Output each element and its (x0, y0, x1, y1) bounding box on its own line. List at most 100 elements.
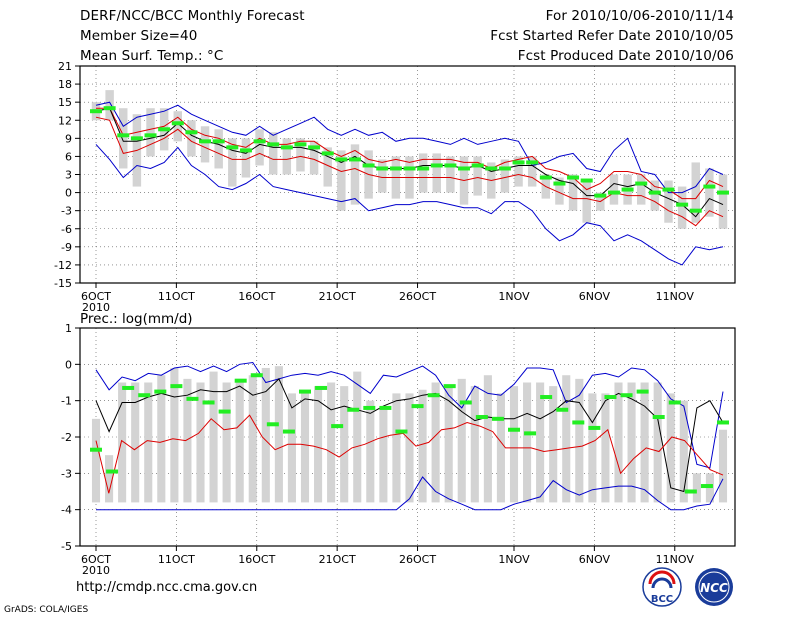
xtick-label-1-0: 6OCT (81, 553, 111, 566)
median-mark-0-34 (553, 181, 566, 186)
median-mark-0-36 (580, 178, 593, 183)
ensemble-box-0-45 (705, 168, 714, 217)
median-mark-1-17 (363, 405, 376, 410)
median-mark-1-27 (524, 431, 537, 436)
source-url[interactable]: http://cmdp.ncc.cma.gov.cn (76, 580, 258, 595)
median-mark-1-29 (556, 407, 569, 412)
median-mark-0-20 (362, 163, 375, 168)
median-mark-1-23 (459, 400, 472, 405)
ensemble-box-0-17 (323, 147, 332, 187)
median-mark-1-11 (266, 422, 279, 427)
ncc-logo-text: NCC (700, 581, 728, 595)
median-mark-1-0 (90, 447, 102, 452)
ytick-label-1-4: -1 (61, 395, 72, 408)
median-mark-0-44 (689, 208, 702, 213)
ytick-label-0-10: 15 (58, 96, 72, 109)
ensemble-box-1-43 (653, 382, 662, 503)
median-mark-0-1 (103, 106, 116, 111)
ytick-label-0-12: 21 (58, 60, 72, 73)
median-mark-0-11 (239, 148, 252, 153)
ncc-logo: NCC (695, 568, 733, 606)
ensemble-box-1-28 (457, 378, 466, 503)
ensemble-box-1-5 (157, 375, 166, 503)
ytick-label-0-7: 6 (65, 150, 72, 163)
ytick-label-1-0: -5 (61, 540, 72, 553)
series-mean-line-1 (95, 378, 724, 493)
median-mark-0-45 (703, 184, 716, 189)
xtick-label-0-6: 6NOV (579, 290, 611, 303)
series-min-line-1 (96, 476, 724, 511)
series-max-line-0 (95, 101, 724, 194)
ensemble-box-1-30 (483, 375, 492, 503)
ensemble-box-1-35 (549, 386, 558, 503)
logos: BCC NCC (642, 567, 733, 607)
ensemble-box-0-7 (187, 120, 196, 157)
median-mark-0-39 (621, 187, 634, 192)
ensemble-box-0-1 (105, 90, 114, 121)
xtick-label-1-6: 6NOV (579, 553, 611, 566)
plot-frame-1 (79, 327, 736, 547)
median-mark-1-35 (652, 415, 665, 420)
ytick-label-1-3: -2 (61, 431, 72, 444)
ensemble-box-0-46 (718, 174, 728, 229)
median-mark-1-39 (717, 420, 729, 425)
ensemble-box-0-30 (500, 159, 510, 193)
median-mark-0-15 (294, 142, 307, 147)
ensemble-box-0-32 (527, 156, 537, 187)
median-mark-0-7 (185, 130, 198, 135)
ytick-label-0-6: 3 (65, 169, 72, 182)
ensemble-box-0-14 (282, 138, 292, 175)
ensemble-box-1-38 (588, 393, 597, 503)
median-mark-0-41 (648, 190, 661, 195)
series-min-line-0 (95, 144, 724, 266)
median-mark-1-19 (395, 429, 408, 434)
ensemble-box-1-31 (496, 393, 505, 503)
xtick-label-0-2: 16OCT (238, 290, 275, 303)
ensemble-box-0-43 (677, 186, 687, 229)
ytick-label-0-1: -12 (54, 259, 72, 272)
ensemble-box-0-42 (664, 180, 673, 223)
ytick-label-0-8: 9 (65, 132, 72, 145)
median-mark-0-16 (308, 145, 321, 150)
ensemble-box-0-38 (609, 174, 619, 205)
median-mark-0-30 (498, 166, 511, 171)
median-mark-0-4 (144, 133, 157, 138)
ensemble-box-0-16 (309, 141, 319, 175)
median-mark-1-4 (154, 389, 167, 394)
ensemble-box-0-36 (582, 180, 591, 223)
xtick-label-1-7: 11NOV (656, 553, 695, 566)
ytick-label-0-3: -6 (61, 223, 72, 236)
ytick-label-0-4: -3 (61, 205, 72, 218)
ensemble-box-1-40 (614, 382, 623, 503)
ensemble-box-0-9 (214, 129, 223, 169)
ensemble-box-0-19 (350, 144, 360, 205)
median-mark-0-31 (512, 160, 525, 165)
median-mark-1-2 (122, 385, 135, 390)
median-mark-1-16 (347, 407, 360, 412)
ensemble-box-1-42 (640, 382, 649, 503)
ytick-label-1-5: 0 (65, 358, 72, 371)
ensemble-box-1-23 (392, 393, 401, 503)
ensemble-box-1-0 (91, 418, 101, 503)
median-mark-0-18 (335, 157, 348, 162)
median-mark-1-14 (315, 385, 328, 390)
median-mark-1-8 (218, 409, 231, 414)
series-p10-line-1 (95, 414, 724, 494)
median-mark-0-26 (444, 163, 457, 168)
median-mark-0-46 (717, 190, 729, 195)
median-mark-1-34 (636, 389, 649, 394)
median-mark-1-6 (186, 396, 199, 401)
ensemble-box-0-8 (200, 126, 210, 163)
xtick-label-0-5: 1NOV (498, 290, 530, 303)
ensemble-box-1-8 (196, 382, 205, 503)
ensemble-box-0-2 (119, 108, 128, 169)
median-mark-1-7 (202, 400, 215, 405)
median-mark-1-12 (282, 429, 295, 434)
median-mark-0-5 (158, 127, 171, 132)
ensemble-box-1-3 (131, 382, 140, 503)
ensemble-box-0-28 (473, 156, 482, 196)
bcc-logo-text: BCC (651, 594, 673, 605)
median-mark-1-20 (411, 404, 424, 409)
ensemble-box-0-40 (636, 174, 646, 205)
